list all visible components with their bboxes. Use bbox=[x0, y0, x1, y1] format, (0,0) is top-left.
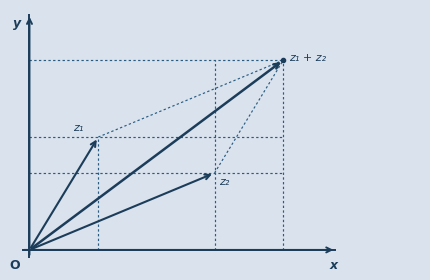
Text: x: x bbox=[329, 259, 337, 272]
Text: z₂: z₂ bbox=[218, 177, 229, 187]
Text: y: y bbox=[13, 17, 22, 30]
Text: O: O bbox=[9, 259, 20, 272]
Text: z₁: z₁ bbox=[73, 123, 83, 133]
Text: z₁ + z₂: z₁ + z₂ bbox=[288, 53, 325, 63]
